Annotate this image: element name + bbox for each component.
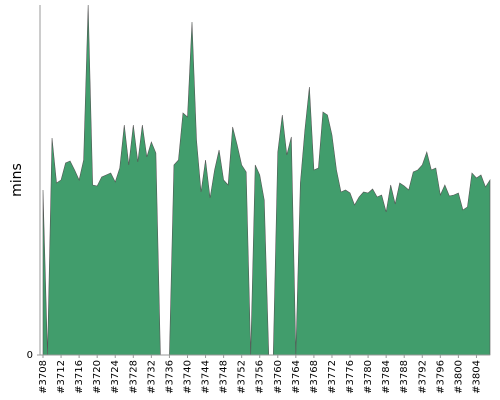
x-tick-label: #3724 [110, 360, 121, 394]
x-tick-label: #3720 [92, 360, 103, 394]
x-tick-label: #3752 [237, 360, 248, 394]
x-tick-label: #3728 [128, 360, 139, 394]
x-tick-label: #3712 [56, 360, 67, 394]
x-tick-label: #3804 [471, 360, 482, 394]
x-tick-label: #3776 [345, 360, 356, 394]
x-tick-label: #3788 [399, 360, 410, 394]
x-tick-label: #3732 [146, 360, 157, 394]
x-tick-label: #3768 [309, 360, 320, 394]
x-tick-label: #3800 [453, 360, 464, 394]
x-tick-label: #3708 [38, 360, 49, 394]
x-tick-label: #3736 [164, 360, 175, 394]
x-tick-label: #3744 [201, 360, 212, 394]
x-tick-label: #3748 [219, 360, 230, 394]
x-tick-label: #3716 [74, 360, 85, 394]
x-tick-label: #3740 [182, 360, 193, 394]
y-axis-label: mins [9, 163, 25, 197]
y-tick-label: 0 [27, 350, 33, 361]
x-tick-label: #3784 [381, 360, 392, 394]
x-tick-label: #3780 [363, 360, 374, 394]
x-tick-label: #3756 [255, 360, 266, 394]
x-tick-label: #3796 [435, 360, 446, 394]
x-tick-label: #3772 [327, 360, 338, 394]
area [42, 4, 491, 356]
x-tick-label: #3764 [291, 360, 302, 394]
x-tick-label: #3760 [273, 360, 284, 394]
x-tick-label: #3792 [417, 360, 428, 394]
